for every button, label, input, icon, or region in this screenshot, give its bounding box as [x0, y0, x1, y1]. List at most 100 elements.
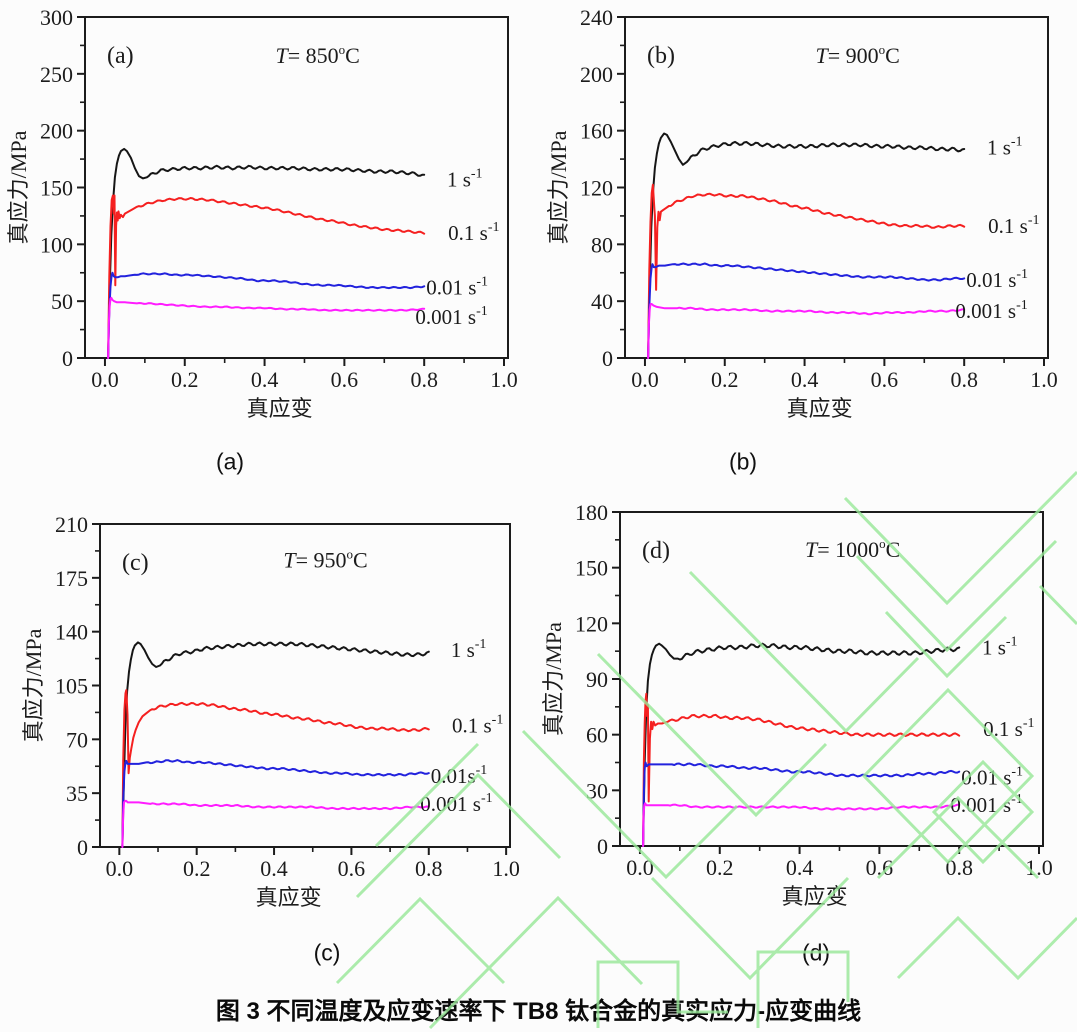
- curve-label-rate-0p1: 0.1 s-1: [983, 716, 1034, 741]
- y-tick-label: 160: [580, 119, 613, 144]
- y-tick-label: 210: [55, 512, 88, 537]
- figure-caption: 图 3 不同温度及应变速率下 TB8 钛合金的真实应力-应变曲线: [215, 998, 862, 1025]
- panel-letter: (c): [122, 550, 149, 576]
- x-axis-label: 真应变: [247, 396, 313, 421]
- x-tick-label: 0.0: [626, 855, 654, 880]
- curve-rate-1: [121, 641, 430, 848]
- x-tick-label: 0.0: [91, 367, 119, 392]
- y-tick-label: 0: [597, 834, 608, 859]
- x-tick-label: 0.8: [410, 367, 438, 392]
- x-tick-label: 0.6: [866, 855, 894, 880]
- x-tick-label: 0.2: [711, 367, 739, 392]
- y-tick-label: 100: [40, 232, 73, 257]
- x-tick-label: 0.0: [631, 367, 659, 392]
- x-tick-label: 0.4: [786, 855, 814, 880]
- curve-rate-0p1: [107, 194, 426, 359]
- y-axis-label: 真应力/MPa: [21, 628, 46, 742]
- sub-caption-b: (b): [728, 448, 758, 475]
- y-tick-label: 150: [575, 556, 608, 581]
- curve-rate-0p1: [647, 183, 966, 359]
- curve-rate-0p1: [642, 692, 961, 847]
- curve-rate-0p01: [642, 761, 961, 847]
- curve-rate-1: [107, 147, 426, 359]
- y-tick-label: 180: [575, 500, 608, 525]
- temperature-annotation: T= 1000oC: [805, 536, 900, 562]
- y-tick-label: 40: [591, 289, 613, 314]
- x-tick-label: 1.0: [492, 856, 520, 881]
- curve-label-rate-0p01: 0.01s-1: [431, 763, 488, 788]
- chart-panel-a: 0.0 0.2 0.4 0.6 0.8 1.0 0 50 100 150 200 250 300 真应变 真…: [6, 5, 518, 421]
- x-tick-label: 0.8: [945, 855, 973, 880]
- curve-rate-0p001: [121, 799, 430, 848]
- curve-label-rate-0p01: 0.01 s-1: [961, 764, 1023, 789]
- x-tick-label: 0.2: [706, 855, 734, 880]
- y-tick-label: 0: [62, 346, 73, 371]
- y-tick-label: 200: [580, 62, 613, 87]
- curve-rate-0p1: [121, 689, 430, 848]
- y-tick-label: 60: [586, 723, 608, 748]
- temperature-annotation: T= 900oC: [815, 42, 899, 68]
- x-tick-label: 0.0: [106, 856, 134, 881]
- panel-letter: (b): [647, 43, 675, 69]
- y-tick-label: 0: [602, 346, 613, 371]
- y-tick-label: 90: [586, 667, 608, 692]
- y-tick-label: 30: [586, 778, 608, 803]
- y-tick-label: 35: [66, 781, 88, 806]
- curve-label-rate-0p1: 0.1 s-1: [448, 220, 499, 245]
- curve-label-rate-1: 1 s-1: [451, 637, 487, 662]
- x-tick-label: 0.4: [791, 367, 819, 392]
- x-tick-label: 0.6: [331, 367, 359, 392]
- y-tick-label: 50: [51, 289, 73, 314]
- chart-panel-c: 0.0 0.2 0.4 0.6 0.8 1.0 0 35 70 105 140 175 210 真应变 真应…: [21, 512, 520, 910]
- curve-rate-0p001: [642, 802, 961, 847]
- y-axis-label: 真应力/MPa: [6, 130, 31, 244]
- x-axis-label: 真应变: [782, 884, 848, 909]
- curve-rate-0p001: [107, 296, 426, 359]
- panel-letter: (a): [107, 43, 134, 69]
- curve-label-rate-0p01: 0.01 s-1: [426, 275, 488, 300]
- x-tick-label: 0.8: [950, 367, 978, 392]
- chart-panel-b: 0.0 0.2 0.4 0.6 0.8 1.0 0 40 80 120 160 200 240 真应变 真应…: [546, 5, 1058, 421]
- curve-label-rate-0p001: 0.001 s-1: [955, 298, 1027, 323]
- curve-label-rate-0p001: 0.001 s-1: [950, 792, 1022, 817]
- curve-rate-0p01: [647, 262, 966, 359]
- x-tick-label: 0.2: [171, 367, 199, 392]
- curve-label-rate-0p1: 0.1 s-1: [988, 213, 1039, 238]
- x-tick-label: 0.2: [183, 856, 211, 881]
- sub-caption-c: (c): [313, 939, 341, 966]
- y-tick-label: 140: [55, 620, 88, 645]
- y-tick-label: 150: [40, 176, 73, 201]
- y-tick-label: 0: [77, 835, 88, 860]
- sub-caption-a: (a): [215, 448, 245, 475]
- x-axis-label: 真应变: [256, 885, 322, 910]
- y-axis-label: 真应力/MPa: [546, 130, 571, 244]
- x-tick-label: 0.4: [260, 856, 288, 881]
- x-tick-label: 0.6: [338, 856, 366, 881]
- x-axis-label: 真应变: [787, 396, 853, 421]
- curve-label-rate-0p001: 0.001 s-1: [420, 791, 492, 816]
- y-tick-label: 120: [580, 176, 613, 201]
- curve-label-rate-0p001: 0.001 s-1: [415, 304, 487, 329]
- y-tick-label: 70: [66, 727, 88, 752]
- x-tick-label: 1.0: [1025, 855, 1053, 880]
- chart-panel-d: 0.0 0.2 0.4 0.6 0.8 1.0 0 30 60 90 120 150 180 真应变 真应力…: [541, 500, 1053, 909]
- temperature-annotation: T= 850oC: [275, 42, 359, 68]
- x-tick-label: 1.0: [1030, 367, 1058, 392]
- y-tick-label: 240: [580, 5, 613, 30]
- curve-label-rate-0p01: 0.01 s-1: [966, 267, 1028, 292]
- panel-letter: (d): [642, 538, 670, 564]
- y-tick-label: 175: [55, 566, 88, 591]
- curve-label-rate-0p1: 0.1 s-1: [452, 712, 503, 737]
- y-axis-label: 真应力/MPa: [541, 622, 566, 736]
- x-tick-label: 1.0: [490, 367, 518, 392]
- curve-label-rate-1: 1 s-1: [447, 167, 483, 192]
- temperature-annotation: T= 950oC: [283, 547, 367, 573]
- sub-caption-d: (d): [801, 939, 831, 966]
- curve-label-rate-1: 1 s-1: [982, 634, 1018, 659]
- x-tick-label: 0.8: [415, 856, 443, 881]
- y-tick-label: 200: [40, 119, 73, 144]
- y-tick-label: 105: [55, 674, 88, 699]
- y-tick-label: 80: [591, 232, 613, 257]
- y-tick-label: 250: [40, 62, 73, 87]
